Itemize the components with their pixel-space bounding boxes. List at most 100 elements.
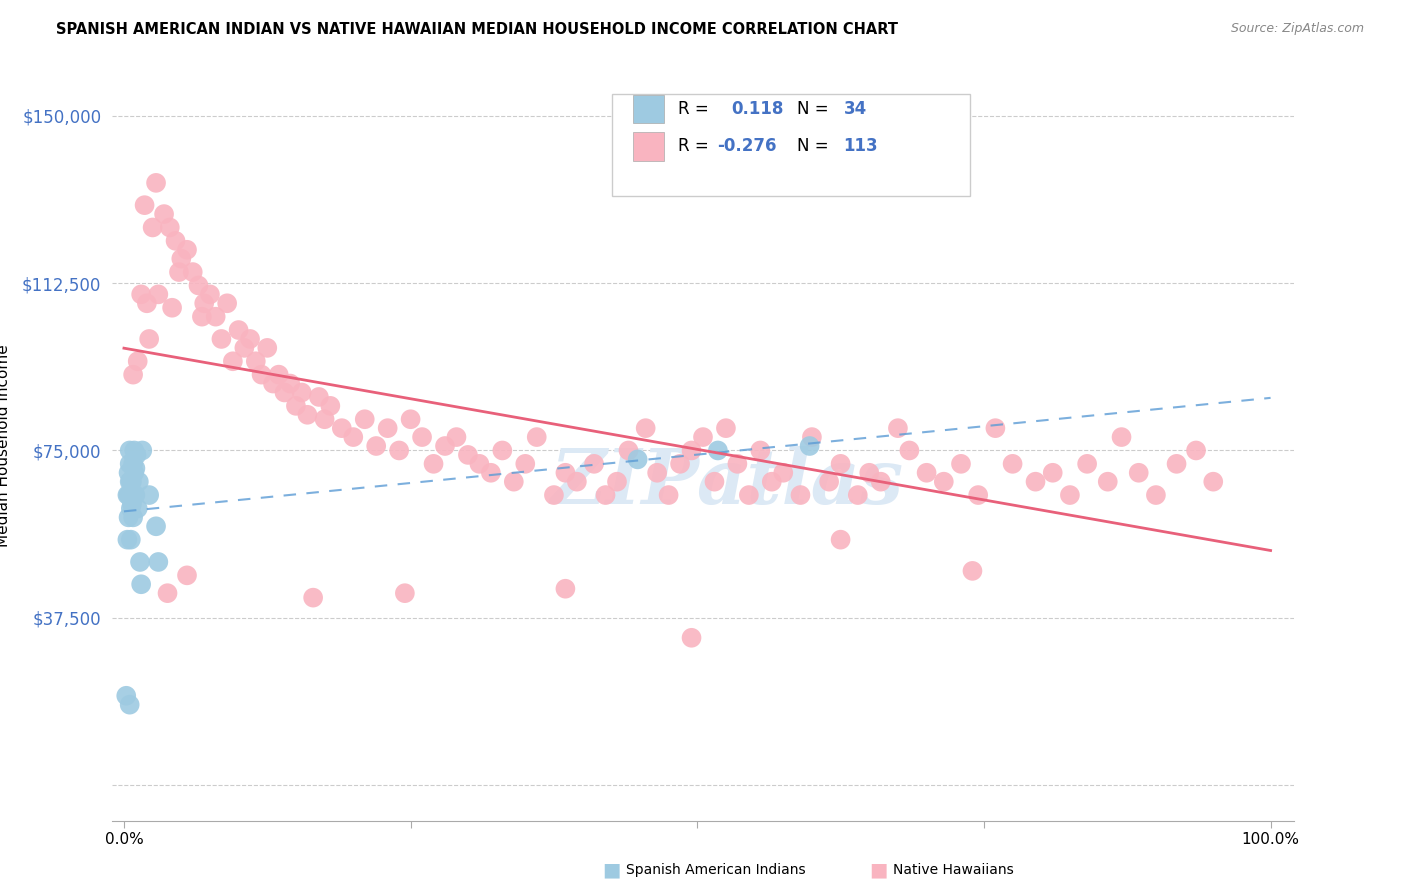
Point bbox=[187, 278, 209, 293]
Point bbox=[297, 408, 319, 422]
Point bbox=[291, 385, 314, 400]
Point bbox=[122, 443, 145, 458]
Point bbox=[138, 488, 160, 502]
Point bbox=[131, 443, 153, 458]
Point bbox=[1111, 430, 1133, 444]
Point bbox=[1128, 466, 1150, 480]
Point bbox=[135, 296, 157, 310]
Point bbox=[434, 439, 457, 453]
Point bbox=[120, 475, 142, 489]
Text: Native Hawaiians: Native Hawaiians bbox=[893, 863, 1014, 877]
Point bbox=[703, 475, 725, 489]
Point bbox=[128, 475, 150, 489]
Point bbox=[142, 220, 165, 235]
Point bbox=[725, 457, 748, 471]
Point bbox=[446, 430, 468, 444]
Point bbox=[209, 332, 232, 346]
Point bbox=[1042, 466, 1064, 480]
Point bbox=[117, 510, 139, 524]
Point bbox=[262, 376, 284, 391]
Point bbox=[681, 631, 703, 645]
Point bbox=[145, 519, 167, 533]
Point bbox=[134, 198, 156, 212]
Text: 34: 34 bbox=[844, 100, 868, 118]
Point bbox=[932, 475, 955, 489]
Point bbox=[148, 287, 170, 301]
Point bbox=[658, 488, 681, 502]
Point bbox=[491, 443, 513, 458]
Point bbox=[457, 448, 479, 462]
Point bbox=[543, 488, 565, 502]
Point bbox=[1166, 457, 1188, 471]
Point bbox=[167, 265, 190, 279]
Point bbox=[193, 296, 215, 310]
Point bbox=[967, 488, 990, 502]
Point bbox=[118, 475, 141, 489]
Point bbox=[314, 412, 336, 426]
Point bbox=[117, 488, 139, 502]
Point bbox=[388, 443, 411, 458]
Point bbox=[127, 354, 149, 368]
Text: R =: R = bbox=[678, 137, 709, 155]
Point bbox=[800, 430, 823, 444]
Point bbox=[120, 533, 142, 547]
Point bbox=[1097, 475, 1119, 489]
Point bbox=[565, 475, 588, 489]
Point bbox=[165, 234, 187, 248]
Point bbox=[772, 466, 794, 480]
Point bbox=[634, 421, 657, 435]
Point bbox=[170, 252, 193, 266]
Point bbox=[222, 354, 245, 368]
Point bbox=[645, 466, 668, 480]
Point bbox=[789, 488, 811, 502]
Point bbox=[749, 443, 772, 458]
Point bbox=[984, 421, 1007, 435]
Point bbox=[617, 443, 640, 458]
Point bbox=[353, 412, 375, 426]
Point bbox=[1001, 457, 1024, 471]
Point bbox=[319, 399, 342, 413]
Point bbox=[122, 466, 145, 480]
Text: -0.276: -0.276 bbox=[717, 137, 776, 155]
Text: Source: ZipAtlas.com: Source: ZipAtlas.com bbox=[1230, 22, 1364, 36]
Point bbox=[858, 466, 880, 480]
Point bbox=[129, 287, 152, 301]
Point bbox=[118, 698, 141, 712]
Point bbox=[156, 586, 179, 600]
Point bbox=[176, 568, 198, 582]
Point bbox=[692, 430, 714, 444]
Point bbox=[148, 555, 170, 569]
Text: R =: R = bbox=[678, 100, 709, 118]
Text: ■: ■ bbox=[602, 860, 621, 880]
Point bbox=[554, 582, 576, 596]
Point bbox=[302, 591, 325, 605]
Text: ■: ■ bbox=[869, 860, 889, 880]
Point bbox=[627, 452, 650, 467]
Point bbox=[915, 466, 938, 480]
Point bbox=[738, 488, 761, 502]
Point bbox=[159, 220, 181, 235]
Point bbox=[1144, 488, 1167, 502]
Point bbox=[681, 443, 703, 458]
Point bbox=[145, 176, 167, 190]
Point bbox=[117, 533, 139, 547]
Point bbox=[198, 287, 221, 301]
Point bbox=[554, 466, 576, 480]
Point bbox=[830, 457, 852, 471]
Point bbox=[124, 461, 146, 475]
Point bbox=[125, 448, 148, 462]
Point bbox=[115, 689, 138, 703]
Point bbox=[869, 475, 891, 489]
Point bbox=[176, 243, 198, 257]
Point bbox=[366, 439, 388, 453]
Point bbox=[122, 457, 145, 471]
Point bbox=[117, 488, 139, 502]
Point bbox=[118, 443, 141, 458]
Point bbox=[468, 457, 491, 471]
Point bbox=[887, 421, 910, 435]
Point bbox=[714, 421, 737, 435]
Point bbox=[278, 376, 301, 391]
Point bbox=[129, 577, 152, 591]
Text: 0.118: 0.118 bbox=[731, 100, 783, 118]
Point bbox=[799, 439, 821, 453]
